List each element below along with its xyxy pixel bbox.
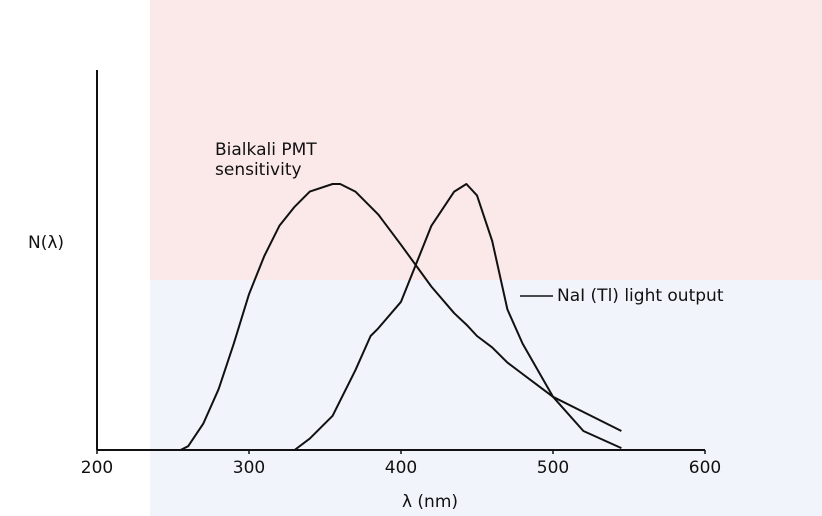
x-tick-label: 400	[385, 458, 417, 478]
x-tick-label: 500	[537, 458, 569, 478]
page: {"chart_data": {"type": "line", "y_label…	[0, 0, 822, 516]
x-tick-label: 600	[689, 458, 721, 478]
y-axis-label: N(λ)	[28, 233, 64, 253]
chart: N(λ) λ (nm) 200 300 400 500 600 Bialkali PMTs…	[0, 0, 822, 516]
watermark-band	[150, 280, 822, 516]
x-tick-label: 200	[81, 458, 113, 478]
annotation: sensitivity	[215, 160, 302, 180]
x-axis-label: λ (nm)	[402, 492, 458, 512]
annotation: Bialkali PMT	[215, 140, 317, 160]
annotation: NaI (Tl) light output	[557, 286, 724, 306]
x-tick-label: 300	[233, 458, 265, 478]
